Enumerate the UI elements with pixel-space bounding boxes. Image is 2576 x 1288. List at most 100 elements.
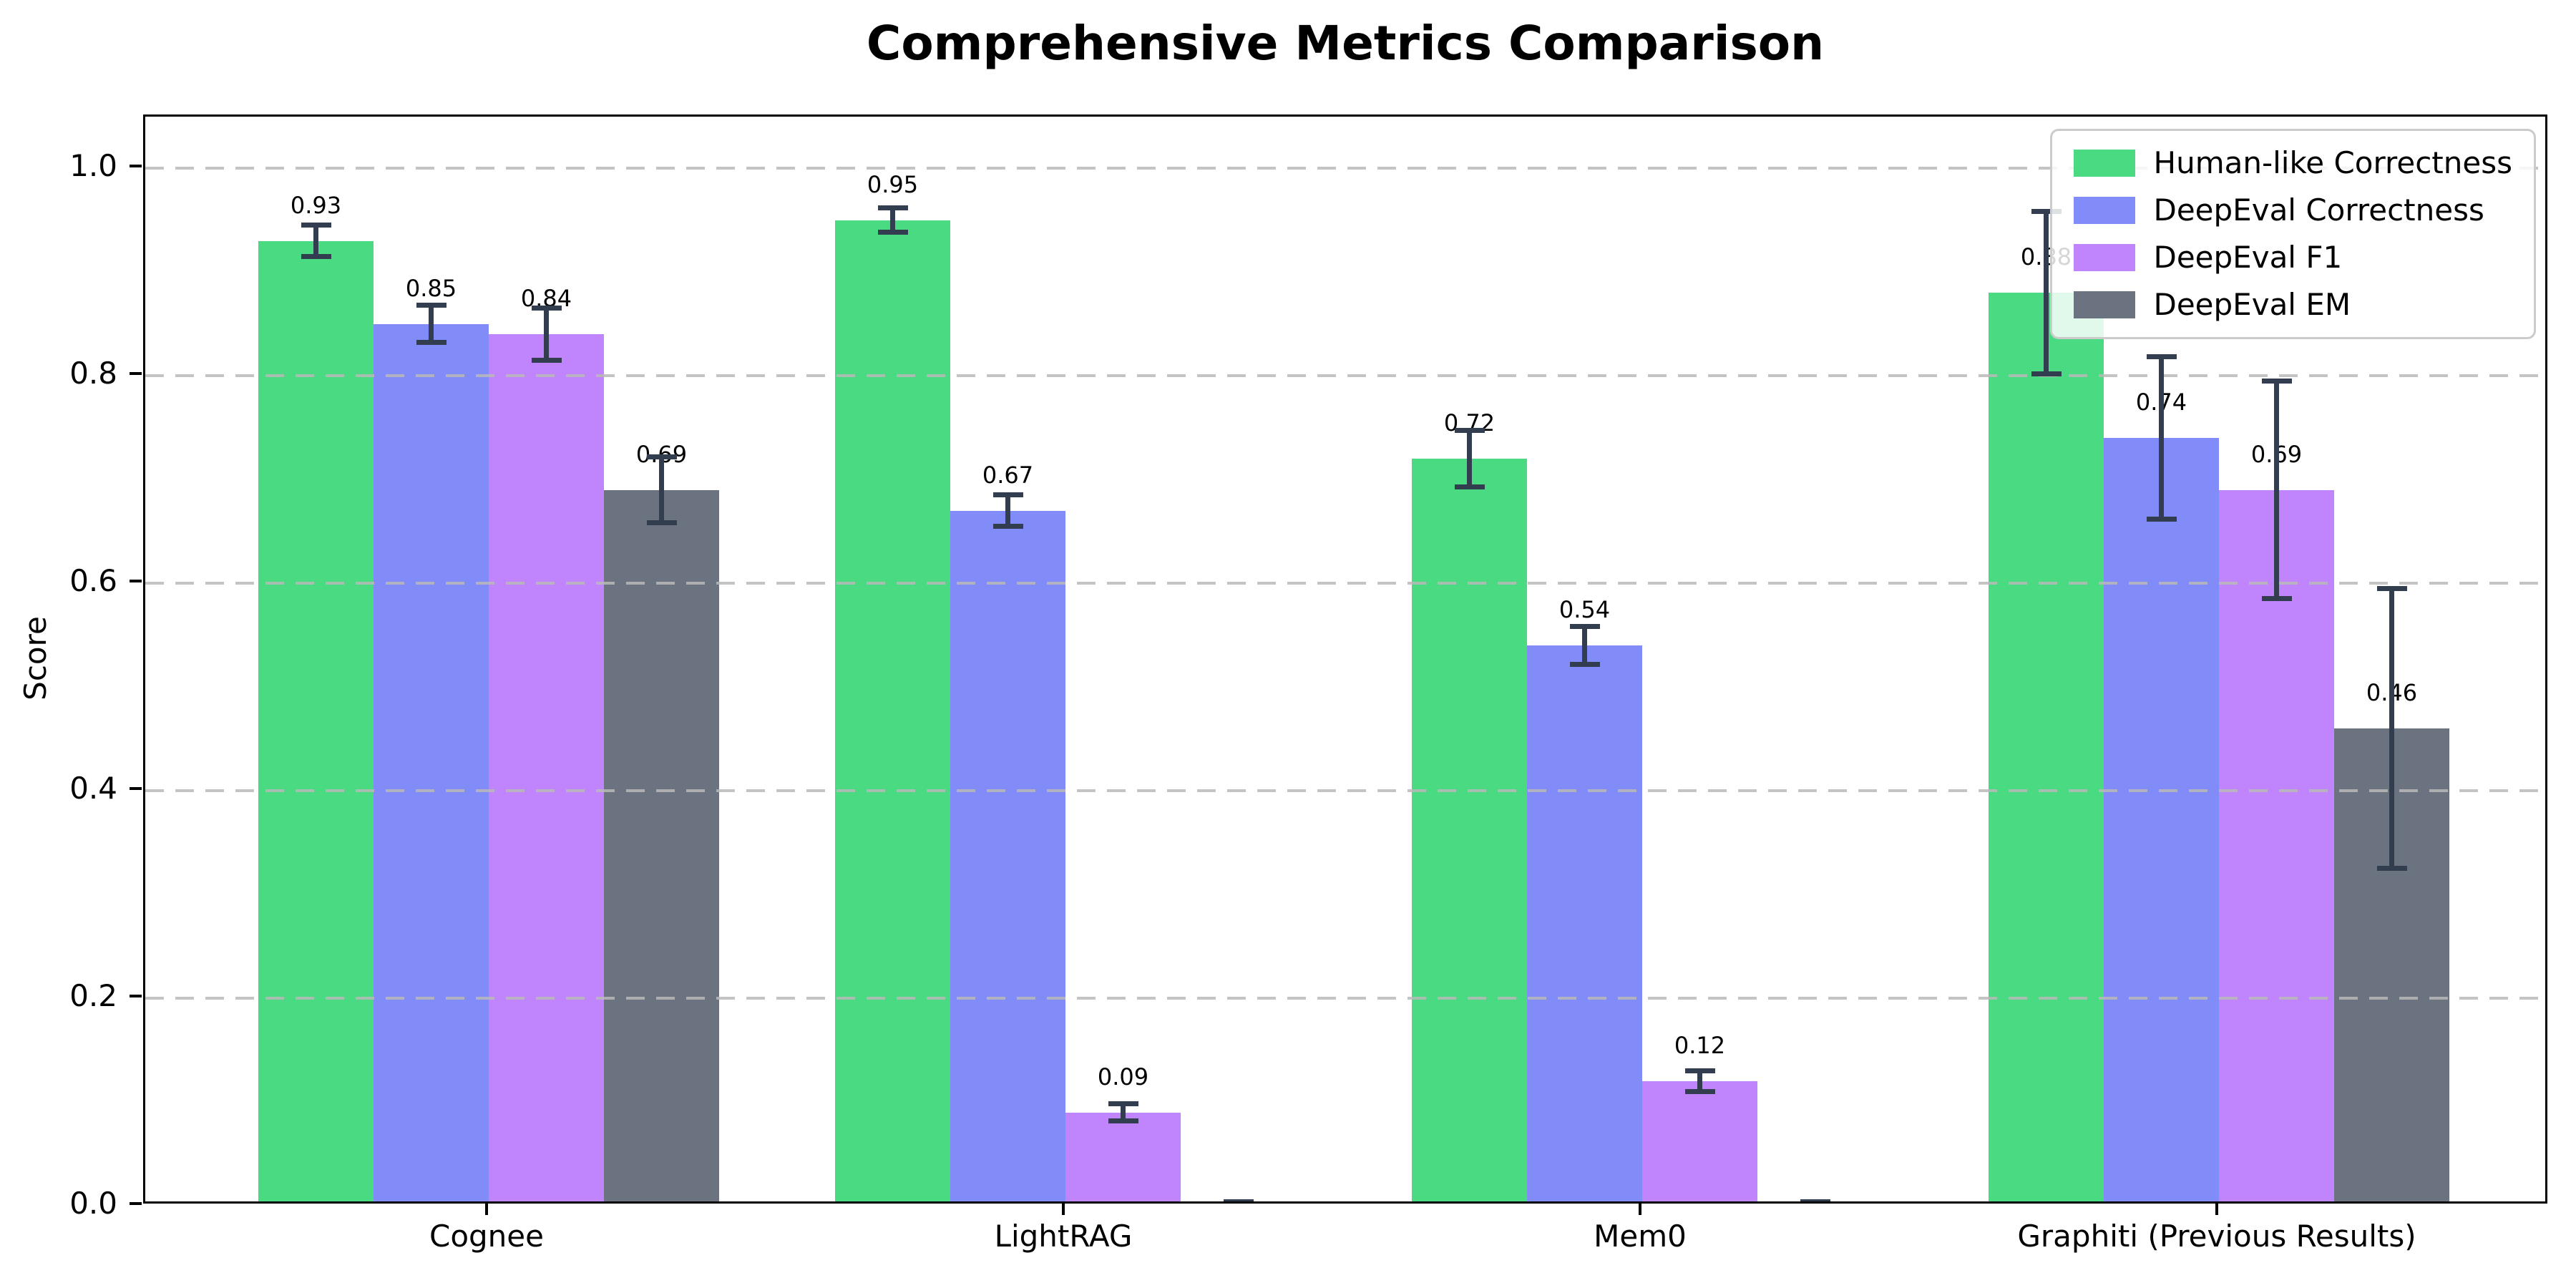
error-bar-line [2044, 211, 2049, 374]
legend-item: DeepEval Correctness [2073, 192, 2513, 228]
grid-line [145, 167, 2545, 170]
error-bar-cap-top [416, 302, 447, 308]
error-bar-cap-top [992, 492, 1023, 498]
legend-item: DeepEval F1 [2073, 240, 2513, 275]
y-tick-label: 0.6 [69, 563, 117, 598]
legend-label: DeepEval EM [2153, 287, 2351, 322]
error-bar-cap-bottom [992, 523, 1023, 529]
x-tick [2215, 1204, 2218, 1215]
error-bar-line [1121, 1103, 1126, 1121]
y-tick [130, 165, 142, 167]
error-bar-line [1582, 626, 1587, 665]
bar-value-label: 0.93 [290, 191, 342, 219]
bar [1989, 293, 2104, 1201]
error-bar-cap-top [1454, 428, 1485, 434]
error-bar-line [1697, 1070, 1702, 1092]
bar [489, 334, 604, 1201]
legend-swatch [2073, 291, 2135, 318]
legend-label: Human-like Correctness [2153, 145, 2513, 180]
y-tick-label: 0.4 [69, 771, 117, 806]
error-bar-cap-top [2031, 209, 2062, 215]
legend-swatch [2073, 150, 2135, 177]
y-tick-label: 0.0 [69, 1186, 117, 1221]
error-bar-cap-top [1569, 624, 1600, 630]
legend-item: DeepEval EM [2073, 287, 2513, 322]
error-bar-cap-bottom [1454, 484, 1485, 489]
error-bar-cap-top [2261, 378, 2292, 384]
y-tick-label: 0.8 [69, 356, 117, 391]
y-tick-label: 1.0 [69, 148, 117, 183]
error-bar-cap-bottom [877, 230, 908, 235]
x-tick [485, 1204, 488, 1215]
chart-title: Comprehensive Metrics Comparison [866, 16, 1825, 71]
error-bar-cap-bottom [2376, 866, 2407, 872]
error-bar-line [1005, 494, 1010, 527]
bar [2104, 438, 2219, 1201]
error-bar-cap-bottom [1569, 661, 1600, 667]
grid-line [145, 582, 2545, 585]
x-tick-label: Cognee [429, 1219, 544, 1254]
y-tick [130, 372, 142, 375]
bar [950, 510, 1065, 1201]
legend-swatch [2073, 244, 2135, 271]
error-bar-cap-top [1108, 1101, 1138, 1107]
error-bar-cap-bottom [416, 340, 447, 346]
error-bar-line [2159, 356, 2164, 519]
x-tick [1062, 1204, 1065, 1215]
error-bar-cap-top [531, 306, 562, 311]
grid-line [145, 374, 2545, 377]
bar [1642, 1081, 1757, 1201]
y-tick [130, 787, 142, 790]
error-bar-cap-bottom [1108, 1118, 1138, 1123]
bar-value-label: 0.09 [1097, 1063, 1149, 1091]
error-bar-cap-bottom [646, 520, 677, 526]
y-tick [130, 1202, 142, 1205]
x-tick-label: Graphiti (Previous Results) [2017, 1219, 2416, 1254]
bar-value-label: 0.12 [1674, 1032, 1726, 1059]
y-tick [130, 995, 142, 997]
error-bar-cap-top [1223, 1199, 1254, 1201]
bar [2219, 489, 2334, 1201]
bar [835, 220, 950, 1201]
legend-label: DeepEval Correctness [2153, 192, 2484, 228]
bar-value-label: 0.95 [867, 170, 919, 198]
legend-swatch [2073, 197, 2135, 224]
error-bar-cap-bottom [531, 357, 562, 363]
x-tick [1639, 1204, 1641, 1215]
legend: Human-like Correctness DeepEval Correctne… [2049, 129, 2536, 339]
bar [374, 323, 489, 1201]
error-bar-line [1467, 430, 1472, 487]
error-bar-cap-top [2146, 354, 2177, 360]
bar-value-label: 0.67 [982, 461, 1034, 489]
error-bar-cap-top [1800, 1199, 1830, 1201]
error-bar-cap-bottom [1684, 1089, 1715, 1094]
grid-line [145, 789, 2545, 792]
error-bar-line [890, 208, 895, 233]
error-bar-line [313, 225, 318, 257]
error-bar-cap-top [646, 454, 677, 459]
error-bar-cap-bottom [2261, 596, 2292, 602]
error-bar-cap-top [1684, 1068, 1715, 1073]
x-tick-label: LightRAG [994, 1219, 1133, 1254]
error-bar-line [1813, 1201, 1818, 1204]
error-bar-cap-bottom [2146, 516, 2177, 522]
x-tick-label: Mem0 [1594, 1219, 1687, 1254]
error-bar-cap-top [301, 223, 331, 228]
y-tick [130, 580, 142, 582]
y-tick-label: 0.2 [69, 978, 117, 1013]
bar-value-label: 0.54 [1558, 596, 1611, 623]
error-bar-line [2389, 588, 2394, 869]
error-bar-cap-top [2376, 585, 2407, 591]
legend-item: Human-like Correctness [2073, 145, 2513, 180]
bar [1412, 459, 1527, 1201]
bar [258, 240, 374, 1201]
legend-label: DeepEval F1 [2153, 240, 2343, 275]
grid-line [145, 997, 2545, 1000]
error-bar-line [544, 308, 549, 361]
bar [1065, 1112, 1181, 1201]
error-bar-line [659, 457, 664, 523]
error-bar-cap-bottom [301, 253, 331, 259]
error-bar-cap-top [877, 205, 908, 210]
error-bar-cap-bottom [2031, 371, 2062, 376]
